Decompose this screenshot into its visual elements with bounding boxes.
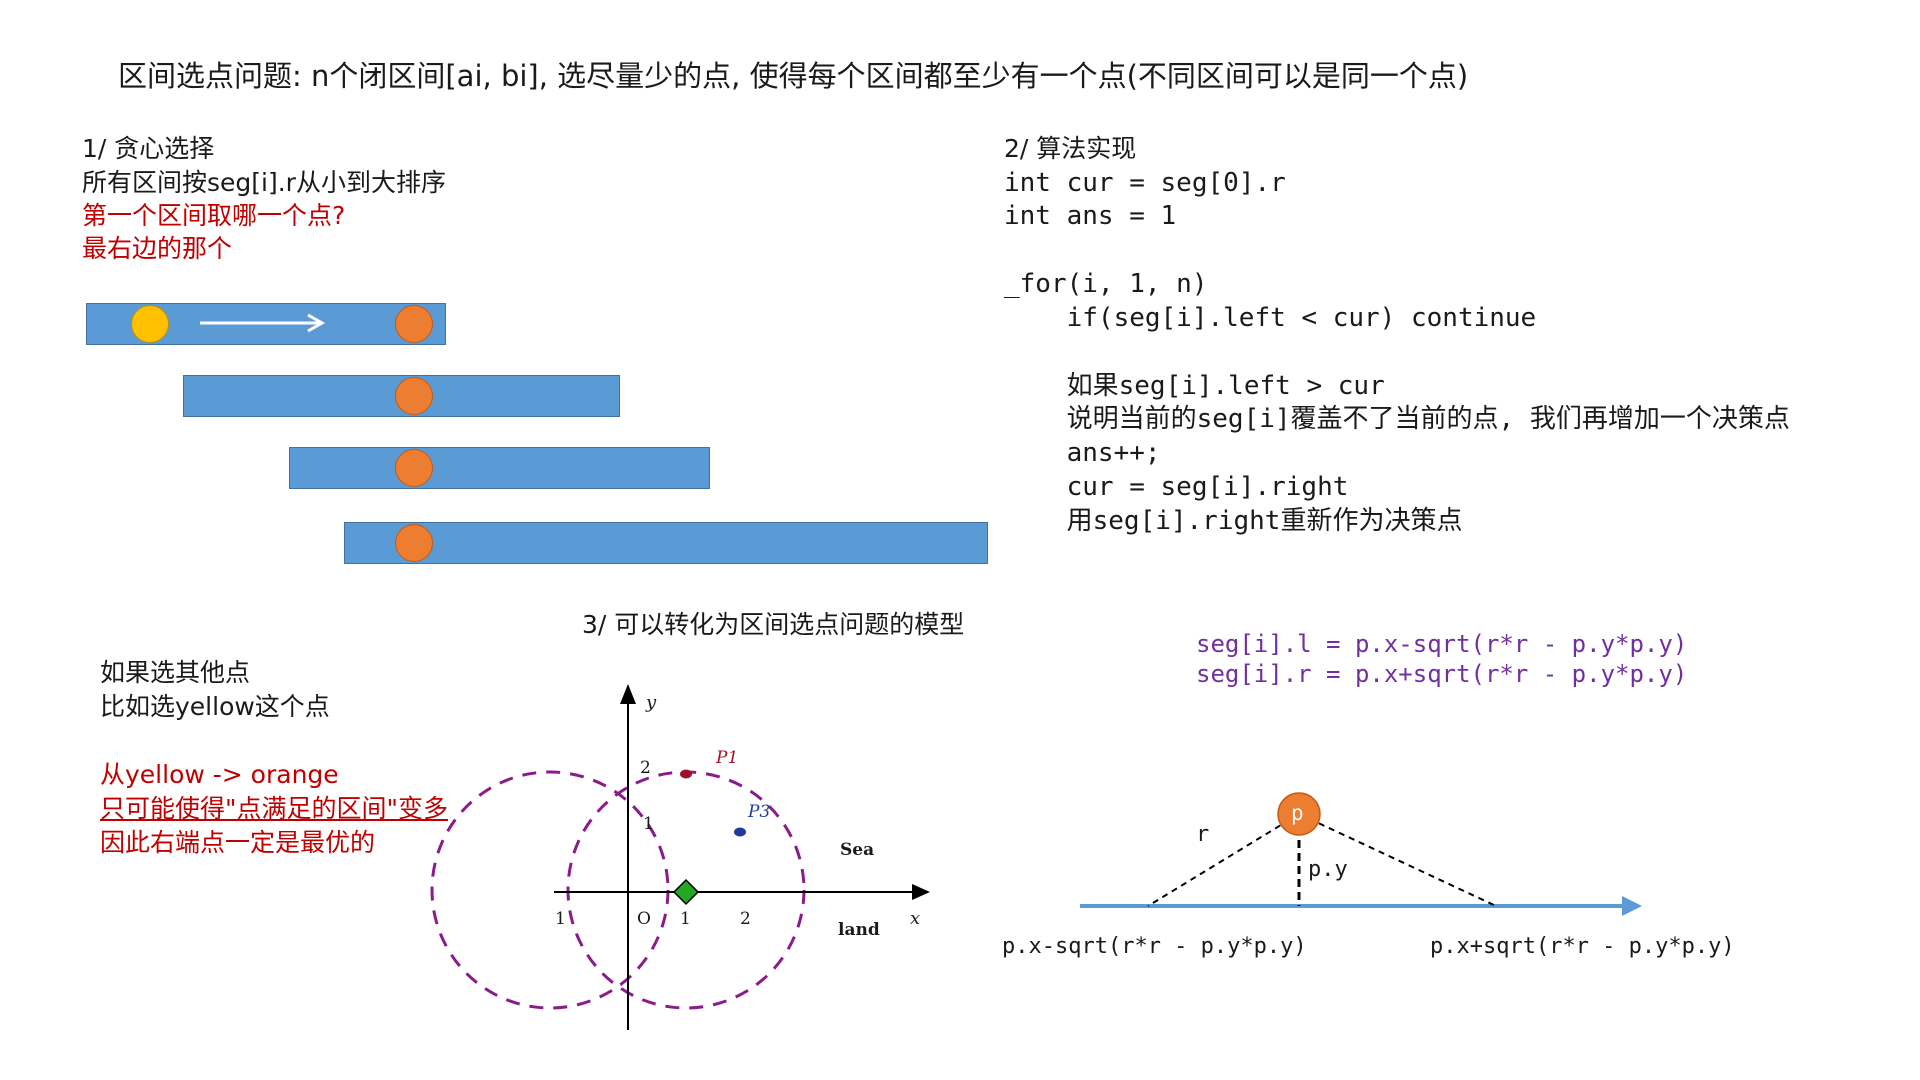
p-point-label: p	[1291, 801, 1304, 825]
radius-left	[1147, 813, 1300, 907]
section1-heading: 1/ 贪心选择	[82, 134, 215, 163]
formula-left: seg[i].l = p.x-sqrt(r*r - p.y*p.y)	[1196, 630, 1688, 658]
number-line-arrow-icon	[1622, 896, 1642, 916]
interval-bar-4	[344, 522, 988, 564]
left-endpoint-label: p.x-sqrt(r*r - p.y*p.y)	[1002, 934, 1307, 959]
coordinate-diagram	[430, 684, 930, 1030]
code-line-ans-inc: ans++;	[1004, 438, 1161, 468]
code-line-if: if(seg[i].left < cur) continue	[1004, 303, 1537, 333]
y-axis-label: y	[646, 692, 657, 713]
section3-heading: 3/ 可以转化为区间选点问题的模型	[582, 610, 965, 639]
code-line-cur-init: int cur = seg[0].r	[1004, 168, 1286, 198]
yellow-point	[131, 305, 169, 343]
section2-heading: 2/ 算法实现	[1004, 134, 1137, 163]
triangle-diagram	[1080, 792, 1642, 916]
height-label: p.y	[1308, 857, 1348, 882]
section1-sort-rule: 所有区间按seg[i].r从小到大排序	[82, 168, 446, 197]
code-line-explain: 说明当前的seg[i]覆盖不了当前的点, 我们再增加一个决策点	[1004, 404, 1790, 434]
code-line-for: _for(i, 1, n)	[1004, 269, 1208, 299]
note-line1: 如果选其他点	[100, 658, 251, 687]
origin-label: O	[637, 909, 651, 929]
right-endpoint-label: p.x+sqrt(r*r - p.y*p.y)	[1430, 934, 1735, 959]
p3-point	[734, 827, 746, 837]
x-axis-label: x	[910, 908, 921, 929]
y-tick-1: 1	[643, 814, 654, 834]
orange-point-2	[395, 377, 433, 415]
right-arrow-icon	[200, 313, 326, 333]
note-line2: 比如选yellow这个点	[100, 692, 330, 721]
code-line-reselect: 用seg[i].right重新作为决策点	[1004, 506, 1463, 536]
diamond-point	[672, 878, 700, 906]
land-label: land	[838, 920, 880, 940]
p3-label: P3	[748, 802, 771, 822]
x-tick-neg: 1	[555, 909, 566, 929]
orange-point-1	[395, 305, 433, 343]
code-line-else-cond: 如果seg[i].left > cur	[1004, 371, 1385, 401]
radius-label: r	[1196, 822, 1210, 847]
code-line-ans-init: int ans = 1	[1004, 201, 1177, 231]
orange-point-4	[395, 524, 433, 562]
radius-right	[1298, 813, 1497, 907]
p1-label: P1	[716, 748, 739, 768]
x-axis-arrow-icon	[912, 884, 930, 900]
y-tick-2: 2	[640, 758, 651, 778]
p1-point	[680, 769, 692, 779]
formula-right: seg[i].r = p.x+sqrt(r*r - p.y*p.y)	[1196, 660, 1688, 688]
y-axis-arrow-icon	[620, 684, 636, 704]
x-tick-1: 1	[680, 909, 691, 929]
section1-answer: 最右边的那个	[82, 234, 233, 263]
interval-bar-3	[289, 447, 710, 489]
code-line-cur-update: cur = seg[i].right	[1004, 472, 1349, 502]
sea-label: Sea	[840, 840, 875, 860]
page-title: 区间选点问题: n个闭区间[ai, bi], 选尽量少的点, 使得每个区间都至少…	[118, 59, 1469, 93]
p-point	[1277, 792, 1321, 836]
circle-left	[430, 770, 670, 1010]
note-red2: 只可能使得"点满足的区间"变多	[100, 794, 448, 823]
note-red1: 从yellow -> orange	[100, 760, 339, 789]
note-red3: 因此右端点一定是最优的	[100, 828, 376, 857]
orange-point-3	[395, 449, 433, 487]
section1-question: 第一个区间取哪一个点?	[82, 201, 346, 230]
x-tick-2: 2	[740, 909, 751, 929]
